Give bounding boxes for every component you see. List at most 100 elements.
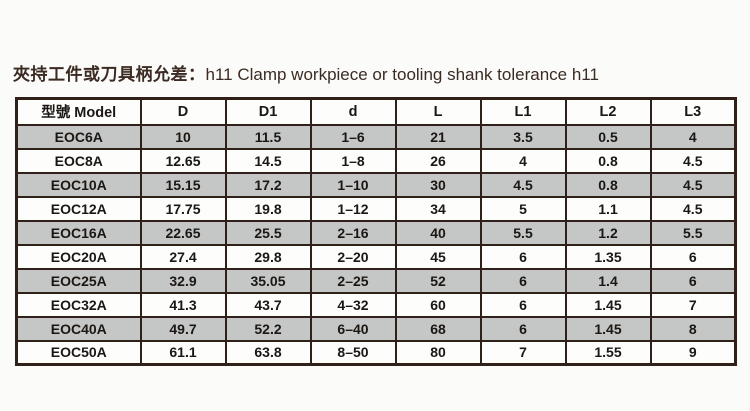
cell-model: EOC32A xyxy=(15,291,142,318)
cell-model: EOC6A xyxy=(15,123,142,150)
cell-l2: 1.35 xyxy=(564,243,652,270)
cell-l: 60 xyxy=(394,291,482,318)
cell-d: 22.65 xyxy=(139,219,227,246)
cell-d1: 63.8 xyxy=(224,339,312,366)
cell-model: EOC12A xyxy=(15,195,142,222)
cell-d-range: 1–10 xyxy=(309,171,397,198)
cell-l: 68 xyxy=(394,315,482,342)
cell-l2: 1.4 xyxy=(564,267,652,294)
table-row: EOC25A 32.9 35.05 2–25 52 6 1.4 6 xyxy=(15,267,737,294)
cell-l2: 1.1 xyxy=(564,195,652,222)
table-row: EOC12A 17.75 19.8 1–12 34 5 1.1 4.5 xyxy=(15,195,737,222)
cell-d1: 17.2 xyxy=(224,171,312,198)
cell-model: EOC40A xyxy=(15,315,142,342)
cell-l3: 8 xyxy=(649,315,737,342)
cell-l: 21 xyxy=(394,123,482,150)
cell-model: EOC25A xyxy=(15,267,142,294)
cell-l3: 9 xyxy=(649,339,737,366)
column-header-l1: L1 xyxy=(479,97,567,126)
column-header-d-low: d xyxy=(309,97,397,126)
cell-l1: 5.5 xyxy=(479,219,567,246)
table-row: EOC50A 61.1 63.8 8–50 80 7 1.55 9 xyxy=(15,339,737,366)
cell-l2: 0.8 xyxy=(564,147,652,174)
cell-l: 45 xyxy=(394,243,482,270)
cell-d1: 14.5 xyxy=(224,147,312,174)
cell-d-range: 8–50 xyxy=(309,339,397,366)
cell-l: 40 xyxy=(394,219,482,246)
cell-l3: 4.5 xyxy=(649,195,737,222)
cell-d-range: 2–16 xyxy=(309,219,397,246)
cell-l1: 6 xyxy=(479,267,567,294)
cell-d1: 25.5 xyxy=(224,219,312,246)
cell-d: 17.75 xyxy=(139,195,227,222)
cell-d: 12.65 xyxy=(139,147,227,174)
column-header-model: 型號 Model xyxy=(15,97,142,126)
caption-chinese: 夾持工件或刀具柄允差： xyxy=(13,65,206,84)
cell-d-range: 6–40 xyxy=(309,315,397,342)
cell-d1: 11.5 xyxy=(224,123,312,150)
cell-d-range: 1–6 xyxy=(309,123,397,150)
cell-d1: 43.7 xyxy=(224,291,312,318)
cell-l: 34 xyxy=(394,195,482,222)
cell-model: EOC50A xyxy=(15,339,142,366)
header-row: 型號 Model D D1 d L L1 L2 L3 xyxy=(15,97,737,126)
table-row: EOC8A 12.65 14.5 1–8 26 4 0.8 4.5 xyxy=(15,147,737,174)
cell-l1: 4.5 xyxy=(479,171,567,198)
cell-l2: 1.45 xyxy=(564,315,652,342)
spec-table: 型號 Model D D1 d L L1 L2 L3 EOC6A 10 11.5… xyxy=(15,97,737,366)
cell-model: EOC8A xyxy=(15,147,142,174)
cell-l1: 6 xyxy=(479,315,567,342)
cell-l2: 0.8 xyxy=(564,171,652,198)
cell-l2: 1.45 xyxy=(564,291,652,318)
table-row: EOC40A 49.7 52.2 6–40 68 6 1.45 8 xyxy=(15,315,737,342)
cell-l: 80 xyxy=(394,339,482,366)
cell-d1: 19.8 xyxy=(224,195,312,222)
cell-l3: 7 xyxy=(649,291,737,318)
cell-d: 15.15 xyxy=(139,171,227,198)
column-header-l: L xyxy=(394,97,482,126)
cell-d: 61.1 xyxy=(139,339,227,366)
table-caption: 夾持工件或刀具柄允差：h11 Clamp workpiece or toolin… xyxy=(13,63,599,87)
cell-l1: 5 xyxy=(479,195,567,222)
cell-d-range: 2–20 xyxy=(309,243,397,270)
cell-l3: 4.5 xyxy=(649,147,737,174)
cell-d: 10 xyxy=(139,123,227,150)
cell-model: EOC10A xyxy=(15,171,142,198)
cell-l1: 3.5 xyxy=(479,123,567,150)
cell-l3: 5.5 xyxy=(649,219,737,246)
cell-d-range: 1–12 xyxy=(309,195,397,222)
cell-l3: 4.5 xyxy=(649,171,737,198)
cell-d: 27.4 xyxy=(139,243,227,270)
cell-d1: 35.05 xyxy=(224,267,312,294)
cell-l2: 0.5 xyxy=(564,123,652,150)
cell-l3: 6 xyxy=(649,243,737,270)
caption-english: h11 Clamp workpiece or tooling shank tol… xyxy=(205,65,599,84)
cell-l2: 1.2 xyxy=(564,219,652,246)
cell-d-range: 4–32 xyxy=(309,291,397,318)
cell-l3: 4 xyxy=(649,123,737,150)
column-header-l3: L3 xyxy=(649,97,737,126)
cell-d1: 29.8 xyxy=(224,243,312,270)
cell-l: 52 xyxy=(394,267,482,294)
cell-d-range: 2–25 xyxy=(309,267,397,294)
cell-l1: 7 xyxy=(479,339,567,366)
table-row: EOC16A 22.65 25.5 2–16 40 5.5 1.2 5.5 xyxy=(15,219,737,246)
cell-l3: 6 xyxy=(649,267,737,294)
table-row: EOC20A 27.4 29.8 2–20 45 6 1.35 6 xyxy=(15,243,737,270)
table-row: EOC6A 10 11.5 1–6 21 3.5 0.5 4 xyxy=(15,123,737,150)
cell-l: 30 xyxy=(394,171,482,198)
cell-d-range: 1–8 xyxy=(309,147,397,174)
cell-l2: 1.55 xyxy=(564,339,652,366)
cell-l: 26 xyxy=(394,147,482,174)
column-header-d-cap: D xyxy=(139,97,227,126)
column-header-l2: L2 xyxy=(564,97,652,126)
cell-l1: 6 xyxy=(479,243,567,270)
column-header-d1: D1 xyxy=(224,97,312,126)
cell-d1: 52.2 xyxy=(224,315,312,342)
cell-l1: 4 xyxy=(479,147,567,174)
table-row: EOC32A 41.3 43.7 4–32 60 6 1.45 7 xyxy=(15,291,737,318)
cell-d: 41.3 xyxy=(139,291,227,318)
cell-d: 32.9 xyxy=(139,267,227,294)
cell-l1: 6 xyxy=(479,291,567,318)
